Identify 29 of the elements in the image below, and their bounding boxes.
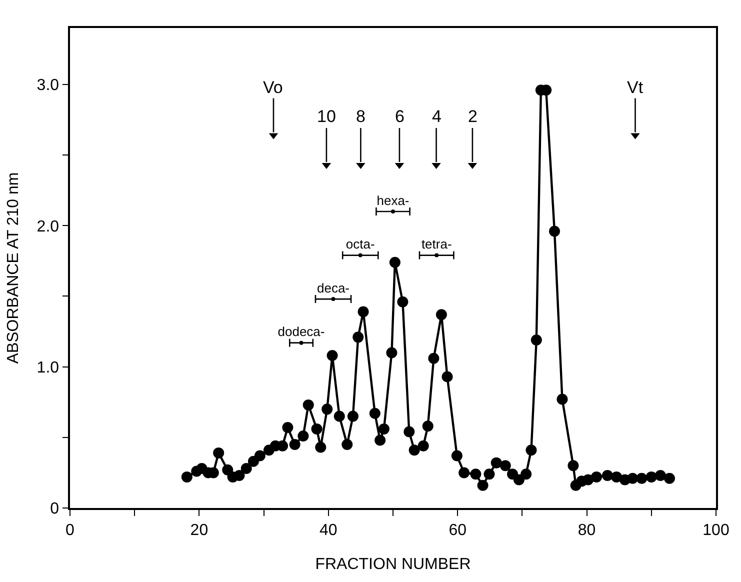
data-label: hexa- (376, 192, 410, 208)
point (434, 253, 439, 258)
x-axis-title: FRACTION NUMBER (315, 556, 471, 574)
data-label: dodeca- (278, 324, 325, 340)
y-tick-label: 3.0 (36, 77, 60, 94)
x-tick-label: 40 (320, 522, 338, 539)
annotation: Vt (627, 78, 644, 97)
x-tick-label: 100 (702, 522, 730, 539)
x-tick-label: 20 (190, 522, 208, 539)
point (358, 253, 362, 258)
annotation: 10 (317, 107, 336, 126)
y-tick-label: 1.0 (36, 359, 60, 376)
x-tick-label: 60 (448, 522, 467, 539)
x-tick-label: 0 (66, 522, 75, 539)
data-label: deca- (316, 280, 350, 296)
annotation: 6 (395, 107, 404, 126)
x-tick-label: 80 (578, 522, 596, 539)
point (391, 210, 395, 214)
data-label: octa- (346, 236, 375, 252)
y-tick-label: 0 (50, 500, 60, 518)
annotation: 2 (468, 107, 478, 126)
annotation: 4 (432, 107, 442, 126)
annotation: 8 (356, 107, 366, 126)
point (331, 297, 336, 302)
point (299, 340, 304, 345)
y-axis-title: ABSORBANCE AT 210 nm (5, 172, 22, 364)
annotation: Vo (263, 78, 283, 97)
data-label: tetra- (421, 236, 452, 252)
y-tick-label: 2.0 (36, 218, 60, 236)
